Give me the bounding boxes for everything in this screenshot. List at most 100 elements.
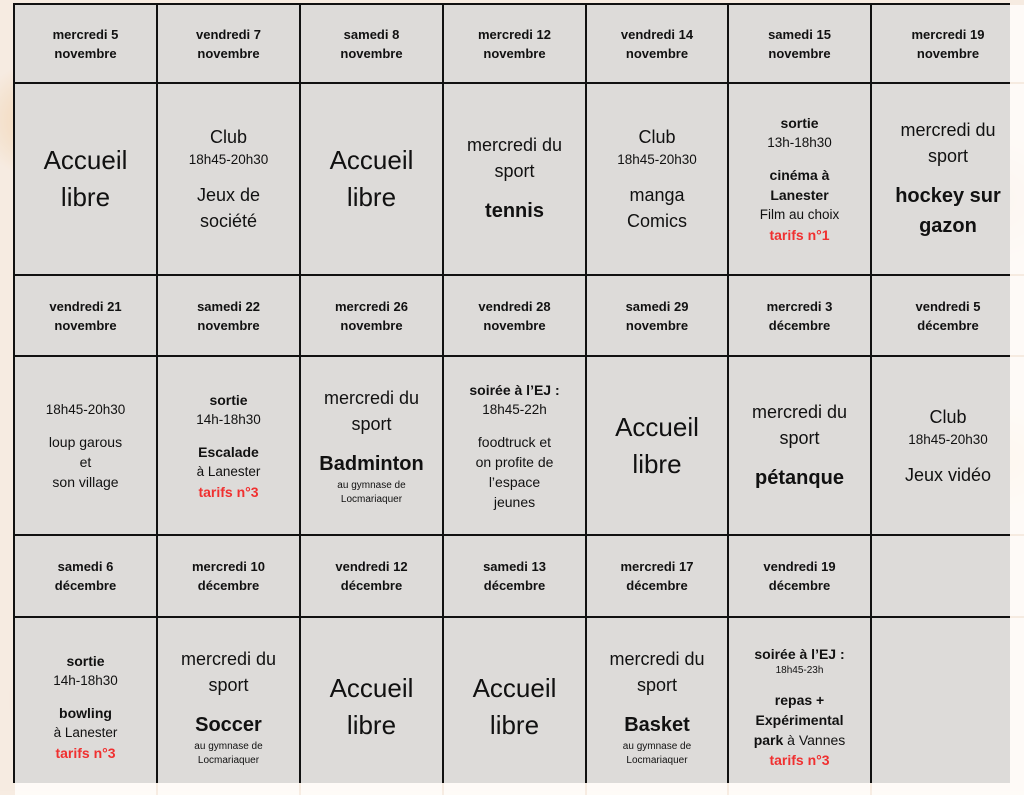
activity-text: sport bbox=[351, 413, 392, 434]
activity-cell: Accueil libre bbox=[301, 84, 442, 274]
activity-text: sport bbox=[779, 427, 820, 448]
activity-text-group: Accueil libre bbox=[330, 142, 414, 216]
activity-text: soirée à l’EJ : bbox=[469, 381, 560, 398]
activity-text-group: Accueil libre bbox=[473, 670, 557, 744]
date-label: décembre bbox=[626, 578, 688, 593]
activity-text-group: sortie 14h-18h30 bbox=[196, 390, 261, 430]
activity-text-group: sortie 13h-18h30 bbox=[767, 113, 832, 153]
activity-cell: Accueil libre bbox=[15, 84, 156, 274]
activity-text: mercredi du bbox=[609, 648, 705, 669]
activity-cell: Accueil libre bbox=[444, 618, 585, 795]
date-header-cell: mercredi 19 novembre bbox=[872, 5, 1024, 82]
activity-text: 13h-18h30 bbox=[767, 135, 832, 150]
activity-text: Club bbox=[209, 127, 247, 147]
activity-text-group: mercredi du sport bbox=[752, 399, 847, 451]
activity-cell: Club 18h45-20h30 Jeux vidéo bbox=[872, 357, 1024, 534]
date-header-cell: mercredi 26 novembre bbox=[301, 276, 442, 355]
activity-text: on profite de bbox=[475, 453, 554, 470]
date-header-cell: vendredi 28 novembre bbox=[444, 276, 585, 355]
activity-text: mercredi du bbox=[323, 387, 420, 408]
activity-text: 18h45-22h bbox=[482, 401, 547, 417]
date-label: samedi 8 bbox=[343, 26, 400, 42]
date-label: samedi 6 bbox=[57, 559, 114, 574]
date-label: novembre bbox=[916, 45, 980, 61]
date-header-cell: vendredi 14 novembre bbox=[587, 5, 727, 82]
activity-text: gazon bbox=[919, 215, 977, 237]
activity-cell: Accueil libre bbox=[301, 618, 442, 795]
date-label: mercredi 10 bbox=[192, 559, 265, 574]
activity-text: sport bbox=[208, 674, 249, 695]
activity-cell: mercredi du sport Badminton au gymnase de Lo… bbox=[301, 357, 442, 534]
activity-text: Club bbox=[929, 406, 967, 427]
date-label: samedi 22 bbox=[197, 298, 260, 314]
date-label: vendredi 7 bbox=[195, 26, 262, 42]
activity-text-group: 18h45-20h30 bbox=[46, 400, 126, 420]
date-label: novembre bbox=[340, 45, 403, 61]
activity-cell: soirée à l’EJ : 18h45-23h repas + Expérimen… bbox=[729, 618, 870, 795]
activity-text: libre bbox=[632, 448, 682, 479]
activity-cell: mercredi du sport pétanque bbox=[729, 357, 870, 534]
activity-text-group: Basket au gymnase de Locmariaquer bbox=[623, 710, 691, 768]
date-header-cell: vendredi 5 décembre bbox=[872, 276, 1024, 355]
activity-cell bbox=[872, 618, 1024, 795]
date-header-cell: samedi 15 novembre bbox=[729, 5, 870, 82]
activity-text-group: loup garous et son village bbox=[49, 432, 122, 492]
activity-text: mercredi du bbox=[466, 135, 563, 155]
activity-text: manga bbox=[629, 185, 685, 205]
activity-text: mercredi du bbox=[180, 648, 277, 669]
activity-cell: sortie 14h-18h30 bowling à Lanester tarifs n… bbox=[15, 618, 156, 795]
activity-text-group: tennis bbox=[485, 196, 544, 226]
tariff-label: tarifs n°3 bbox=[769, 751, 830, 768]
activity-text: et bbox=[79, 453, 92, 470]
tariff-label: tarifs n°3 bbox=[198, 483, 259, 500]
activity-text-group: hockey sur gazon bbox=[895, 181, 1001, 241]
activity-text: au gymnase de bbox=[622, 740, 692, 752]
activity-text: Expérimental bbox=[755, 711, 844, 728]
date-label: décembre bbox=[54, 578, 117, 593]
activity-text: libre bbox=[346, 709, 397, 740]
activity-text: à Lanester bbox=[196, 463, 261, 479]
activity-text: Basket bbox=[624, 713, 690, 736]
activity-text: 18h45-23h bbox=[775, 664, 824, 676]
activity-text: cinéma à bbox=[769, 167, 830, 183]
activity-text: société bbox=[199, 211, 258, 231]
date-label: vendredi 19 bbox=[763, 559, 836, 574]
date-header-cell: mercredi 10 décembre bbox=[158, 536, 299, 616]
activity-text: foodtruck et bbox=[477, 433, 552, 450]
date-header-cell: samedi 29 novembre bbox=[587, 276, 727, 355]
activity-text: Jeux de bbox=[196, 185, 261, 205]
activity-text: à Lanester bbox=[53, 724, 118, 740]
date-label: mercredi 12 bbox=[478, 26, 551, 42]
date-label: mercredi 26 bbox=[335, 298, 408, 314]
date-label: novembre bbox=[54, 317, 117, 333]
activity-text-group: manga Comics bbox=[627, 182, 687, 234]
activity-cell: mercredi du sport tennis bbox=[444, 84, 585, 274]
date-label: décembre bbox=[768, 578, 831, 593]
activity-text: loup garous bbox=[48, 433, 123, 450]
activity-text-group: Escalade à Lanester tarifs n°3 bbox=[197, 442, 261, 502]
activity-text: Accueil bbox=[329, 145, 414, 175]
activity-cell: soirée à l’EJ : 18h45-22h foodtruck et on p… bbox=[444, 357, 585, 534]
activity-text-group: Accueil libre bbox=[44, 142, 128, 216]
activity-cell: mercredi du sport hockey sur gazon bbox=[872, 84, 1024, 274]
date-label: novembre bbox=[625, 45, 689, 61]
activity-cell: Accueil libre bbox=[587, 357, 727, 534]
date-header-cell: samedi 22 novembre bbox=[158, 276, 299, 355]
activity-text: Comics bbox=[626, 211, 687, 231]
date-label: novembre bbox=[54, 45, 117, 61]
activity-text: park bbox=[753, 731, 784, 748]
activity-text: Club bbox=[638, 127, 676, 147]
activity-text-group: Badminton au gymnase de Locmariaquer bbox=[319, 449, 423, 507]
activity-text-group: bowling à Lanester tarifs n°3 bbox=[54, 703, 118, 763]
activity-text-group: Club 18h45-20h30 bbox=[617, 124, 697, 170]
activity-text-group: Jeux de société bbox=[197, 182, 260, 234]
date-label: mercredi 17 bbox=[620, 559, 694, 574]
activity-text: Accueil bbox=[472, 672, 557, 703]
activity-text: Accueil bbox=[43, 145, 128, 175]
activity-text-group: Jeux vidéo bbox=[905, 462, 991, 488]
activity-cell: sortie 13h-18h30 cinéma à Lanester Film au c… bbox=[729, 84, 870, 274]
date-header-cell: mercredi 17 décembre bbox=[587, 536, 727, 616]
activity-text: 18h45-20h30 bbox=[45, 401, 126, 417]
activity-text: son village bbox=[52, 473, 119, 490]
activity-text: sport bbox=[927, 146, 968, 166]
